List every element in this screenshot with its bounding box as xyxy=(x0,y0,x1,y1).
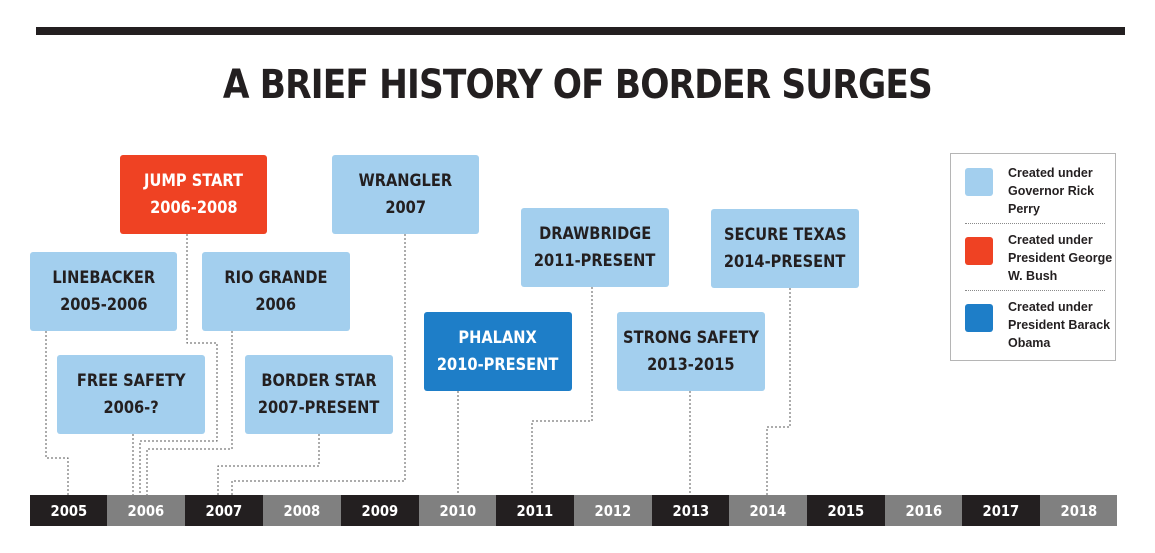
operation-name: SECURE TEXAS xyxy=(723,224,847,245)
legend-item-bush: Created under President George W. Bush xyxy=(951,223,1117,289)
legend-item-perry: Created under Governor Rick Perry xyxy=(951,154,1117,220)
operation-strong-safety: STRONG SAFETY 2013-2015 xyxy=(617,312,765,391)
connector-drawbridge xyxy=(531,287,593,495)
year-cell: 2015 xyxy=(807,495,885,526)
operation-name: PHALANX xyxy=(458,327,538,348)
year-label: 2014 xyxy=(749,501,787,520)
year-cell: 2009 xyxy=(341,495,419,526)
legend-item-obama: Created under President Barack Obama xyxy=(951,290,1117,356)
operation-name: LINEBACKER xyxy=(52,267,155,288)
legend-label: Created under President Barack Obama xyxy=(1008,300,1111,350)
operation-name: FREE SAFETY xyxy=(76,370,186,391)
operation-jump-start: JUMP START 2006-2008 xyxy=(120,155,267,234)
top-rule xyxy=(36,27,1125,35)
year-cell: 2013 xyxy=(652,495,729,526)
operation-years: 2014-PRESENT xyxy=(724,251,846,272)
operation-rio-grande: RIO GRANDE 2006 xyxy=(202,252,350,331)
year-label: 2006 xyxy=(127,501,165,520)
operation-linebacker: LINEBACKER 2005-2006 xyxy=(30,252,177,331)
legend-divider xyxy=(965,290,1105,291)
legend-label: Created under Governor Rick Perry xyxy=(1008,166,1095,216)
operation-phalanx: PHALANX 2010-PRESENT xyxy=(424,312,572,391)
connector-wrangler xyxy=(231,234,406,495)
page-title: A BRIEF HISTORY OF BORDER SURGES xyxy=(222,62,933,108)
operation-name: RIO GRANDE xyxy=(224,267,328,288)
operation-years: 2006-? xyxy=(103,397,159,418)
operation-years: 2007-PRESENT xyxy=(258,397,380,418)
year-label: 2016 xyxy=(905,501,942,520)
year-cell: 2017 xyxy=(962,495,1040,526)
year-label: 2009 xyxy=(361,501,399,520)
year-cell: 2006 xyxy=(107,495,185,526)
operation-years: 2005-2006 xyxy=(59,294,148,315)
year-label: 2010 xyxy=(439,501,476,520)
year-label: 2011 xyxy=(516,501,554,520)
year-label: 2017 xyxy=(982,501,1020,520)
legend-swatch-obama xyxy=(965,304,993,332)
legend-swatch-perry xyxy=(965,168,993,196)
year-label: 2015 xyxy=(827,501,865,520)
operation-name: DRAWBRIDGE xyxy=(538,223,652,244)
legend-divider xyxy=(965,223,1105,224)
connector-jump-start xyxy=(139,234,218,495)
operation-years: 2007 xyxy=(385,197,426,218)
legend: Created under Governor Rick Perry Create… xyxy=(950,153,1116,361)
year-label: 2013 xyxy=(672,501,709,520)
connector-linebacker xyxy=(45,331,69,495)
year-cell: 2010 xyxy=(419,495,496,526)
operation-wrangler: WRANGLER 2007 xyxy=(332,155,479,234)
operation-years: 2006-2008 xyxy=(149,197,238,218)
operation-border-star: BORDER STAR 2007-PRESENT xyxy=(245,355,393,434)
operation-years: 2010-PRESENT xyxy=(437,354,559,375)
operation-name: STRONG SAFETY xyxy=(623,327,759,348)
operation-drawbridge: DRAWBRIDGE 2011-PRESENT xyxy=(521,208,669,287)
connector-secure-texas xyxy=(766,288,791,495)
year-cell: 2008 xyxy=(263,495,341,526)
operation-free-safety: FREE SAFETY 2006-? xyxy=(57,355,205,434)
year-cell: 2016 xyxy=(885,495,962,526)
connector-border-star xyxy=(217,434,320,495)
year-cell: 2014 xyxy=(729,495,807,526)
operation-years: 2013-2015 xyxy=(647,354,735,375)
operation-secure-texas: SECURE TEXAS 2014-PRESENT xyxy=(711,209,859,288)
year-cell: 2007 xyxy=(185,495,263,526)
year-cell: 2011 xyxy=(496,495,574,526)
operation-years: 2006 xyxy=(255,294,297,315)
legend-label: Created under President George W. Bush xyxy=(1008,233,1113,283)
year-cell: 2018 xyxy=(1040,495,1117,526)
year-cell: 2005 xyxy=(30,495,107,526)
operation-name: JUMP START xyxy=(144,170,243,191)
year-label: 2018 xyxy=(1060,501,1097,520)
year-label: 2005 xyxy=(50,501,87,520)
year-label: 2012 xyxy=(594,501,632,520)
year-label: 2008 xyxy=(283,501,321,520)
operation-name: BORDER STAR xyxy=(261,370,377,391)
year-cell: 2012 xyxy=(574,495,652,526)
timeline-axis: 2005 2006 2007 2008 2009 2010 2011 2012 … xyxy=(30,495,1117,526)
legend-swatch-bush xyxy=(965,237,993,265)
operation-name: WRANGLER xyxy=(358,170,453,191)
year-label: 2007 xyxy=(205,501,243,520)
operation-years: 2011-PRESENT xyxy=(534,250,656,271)
connector-rio-grande xyxy=(146,331,233,495)
